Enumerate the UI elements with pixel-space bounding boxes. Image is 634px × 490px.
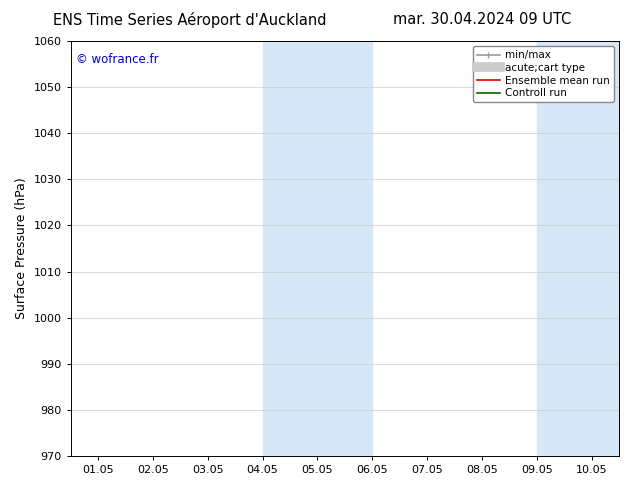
Legend: min/max, acute;cart type, Ensemble mean run, Controll run: min/max, acute;cart type, Ensemble mean … xyxy=(472,46,614,102)
Bar xyxy=(537,41,619,456)
Text: ENS Time Series Aéroport d'Auckland: ENS Time Series Aéroport d'Auckland xyxy=(53,12,327,28)
Text: © wofrance.fr: © wofrance.fr xyxy=(76,53,158,67)
Bar xyxy=(262,41,372,456)
Text: mar. 30.04.2024 09 UTC: mar. 30.04.2024 09 UTC xyxy=(392,12,571,27)
Y-axis label: Surface Pressure (hPa): Surface Pressure (hPa) xyxy=(15,178,28,319)
